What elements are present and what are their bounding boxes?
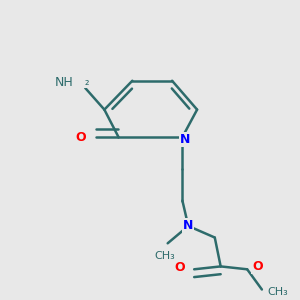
Text: O: O <box>75 130 86 143</box>
Text: O: O <box>174 261 185 274</box>
Text: NH: NH <box>55 76 74 89</box>
Text: N: N <box>180 134 190 146</box>
Text: CH₃: CH₃ <box>268 287 289 297</box>
Text: ₂: ₂ <box>84 77 88 87</box>
Text: O: O <box>252 260 263 273</box>
Text: CH₃: CH₃ <box>154 250 175 260</box>
Text: N: N <box>183 220 194 232</box>
